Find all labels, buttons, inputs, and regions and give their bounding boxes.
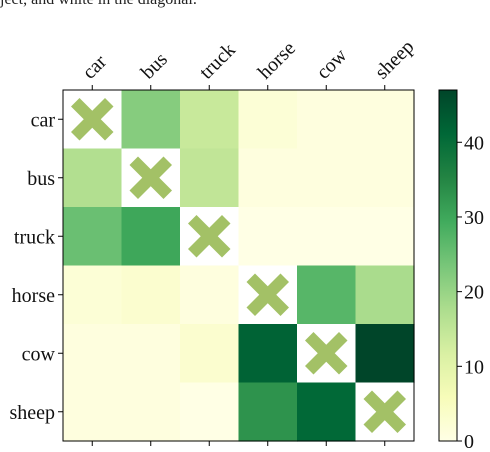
- heatmap-cell: [297, 207, 357, 267]
- cross-marker: [363, 390, 406, 433]
- cross-marker: [305, 332, 348, 375]
- y-ticks: car bus truck horse cow sheep: [9, 109, 63, 424]
- heatmap-cell: [63, 324, 123, 384]
- colorbar-tick-label: 40: [464, 132, 484, 154]
- caption-fragment: ject, and white in the diagonal.: [0, 0, 490, 9]
- heatmap-cell: [297, 148, 357, 208]
- y-tick-label: sheep: [9, 402, 55, 424]
- heatmap-cell: [297, 382, 357, 442]
- heatmap-cell: [63, 148, 123, 208]
- heatmap-cell: [121, 207, 181, 267]
- heatmap-cell: [355, 265, 415, 325]
- plot-frame: [62, 89, 415, 442]
- heatmap-cell: [63, 265, 123, 325]
- heatmap-cell: [180, 382, 240, 442]
- x-tick-label: truck: [195, 39, 240, 84]
- heatmap-cell: [355, 148, 415, 208]
- y-tick-label: horse: [12, 285, 55, 307]
- colorbar-tick-label: 10: [464, 356, 484, 378]
- heatmap-cell: [238, 324, 298, 384]
- y-tick-label: truck: [14, 226, 55, 248]
- cross-marker: [246, 273, 289, 316]
- cross-marker: [188, 215, 231, 258]
- colorbar-tick-label: 30: [464, 207, 484, 229]
- cross-marker: [129, 156, 172, 199]
- heatmap-cell: [355, 207, 415, 267]
- diagonal-crosses: [71, 98, 406, 433]
- heatmap-cell: [121, 265, 181, 325]
- heatmap-cell: [355, 90, 415, 150]
- x-tick-label: bus: [137, 48, 172, 83]
- heatmap-cell: [63, 382, 123, 442]
- colorbar: [438, 89, 458, 442]
- heatmap-cell: [180, 90, 240, 150]
- heatmap-cells: [63, 90, 415, 442]
- heatmap-cell: [180, 265, 240, 325]
- x-tick-label: horse: [254, 37, 300, 83]
- colorbar-ticks: 0 10 20 30 40: [457, 132, 484, 452]
- heatmap-cell: [238, 207, 298, 267]
- x-tick-label: cow: [312, 44, 352, 84]
- heatmap-cell: [180, 324, 240, 384]
- heatmap-cell: [121, 90, 181, 150]
- colorbar-tick-label: 0: [464, 431, 474, 452]
- heatmap-cell: [238, 148, 298, 208]
- heatmap-cell: [297, 265, 357, 325]
- heatmap-cell: [121, 324, 181, 384]
- cross-marker: [71, 98, 114, 141]
- x-tick-label: sheep: [371, 36, 419, 84]
- colorbar-tick-label: 20: [464, 282, 484, 304]
- heatmap-cell: [180, 148, 240, 208]
- y-tick-label: cow: [22, 343, 56, 365]
- heatmap-cell: [63, 207, 123, 267]
- x-tick-label: car: [78, 50, 111, 83]
- heatmap-cell: [238, 90, 298, 150]
- y-tick-label: bus: [27, 168, 55, 190]
- y-tick-label: car: [31, 109, 56, 131]
- heatmap-cell: [355, 324, 415, 384]
- heatmap-cell: [238, 382, 298, 442]
- heatmap-cell: [121, 382, 181, 442]
- heatmap-cell: [297, 90, 357, 150]
